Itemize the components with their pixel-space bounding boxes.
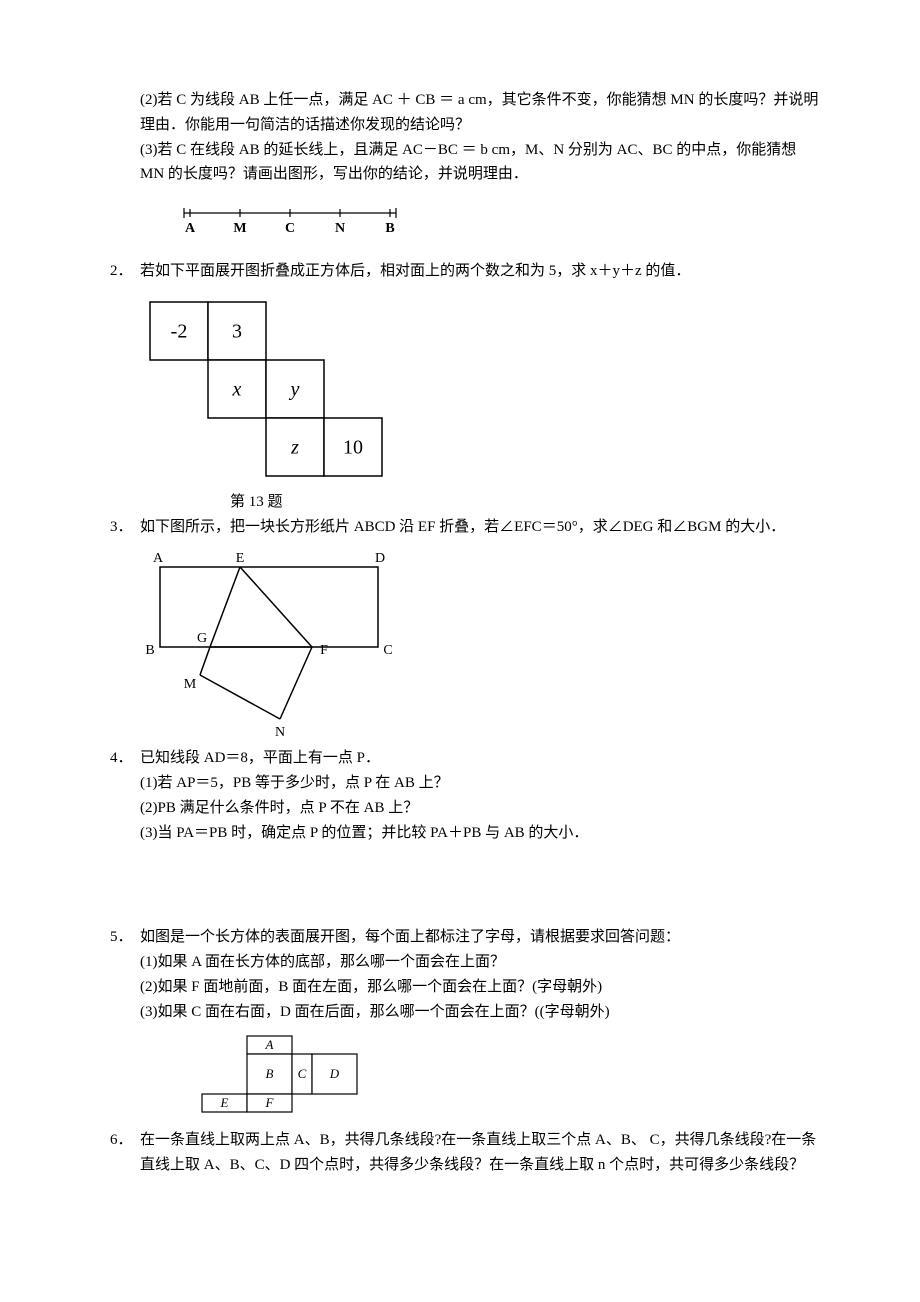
svg-text:B: B [385, 221, 394, 236]
fig5-cuboid-net: AB C D E F [200, 1034, 820, 1114]
svg-text:y: y [289, 378, 300, 400]
q4-sub3: (3)当 PA＝PB 时，确定点 P 的位置；并比较 PA＋PB 与 AB 的大… [140, 821, 820, 846]
svg-text:N: N [275, 725, 285, 740]
svg-text:B: B [145, 643, 154, 658]
svg-text:A: A [265, 1037, 274, 1052]
svg-text:C: C [285, 221, 295, 236]
q4-text: 已知线段 AD＝8，平面上有一点 P． [140, 746, 820, 771]
svg-text:E: E [220, 1095, 229, 1110]
svg-text:A: A [153, 551, 164, 566]
p1-sub2: (2)若 C 为线段 AB 上任一点，满足 AC ＋ CB ＝ a cm，其它条… [140, 88, 820, 138]
q4-sub1: (1)若 AP＝5，PB 等于多少时，点 P 在 AB 上？ [140, 771, 820, 796]
q5-text: 如图是一个长方体的表面展开图，每个面上都标注了字母，请根据要求回答问题： [140, 925, 820, 950]
svg-text:D: D [375, 551, 385, 566]
q5-num: 5． [110, 925, 140, 950]
q6-text: 在一条直线上取两上点 A、B，共得几条线段?在一条直线上取三个点 A、B、 C，… [140, 1128, 820, 1178]
svg-text:C: C [298, 1066, 307, 1081]
svg-text:D: D [329, 1066, 340, 1081]
svg-text:N: N [335, 221, 345, 236]
q3-text: 如下图所示，把一块长方形纸片 ABCD 沿 EF 折叠，若∠EFC＝50°，求∠… [140, 515, 820, 540]
q5: 5． 如图是一个长方体的表面展开图，每个面上都标注了字母，请根据要求回答问题： … [110, 925, 820, 1024]
q4-num: 4． [110, 746, 140, 771]
svg-text:-2: -2 [171, 320, 188, 342]
svg-text:M: M [233, 221, 246, 236]
svg-text:A: A [185, 221, 196, 236]
q2-num: 2． [110, 259, 140, 284]
fig1-line-diagram: AMCNB [180, 205, 820, 253]
fig2-caption: 第 13 题 [230, 490, 820, 515]
svg-text:G: G [197, 631, 207, 646]
fig3-fold-diagram: A E D B G F C M N [140, 547, 820, 742]
q5-sub3: (3)如果 C 面在右面，D 面在后面，那么哪一个面会在上面？((字母朝外) [140, 1000, 820, 1025]
svg-text:F: F [265, 1095, 275, 1110]
svg-text:x: x [232, 378, 242, 400]
svg-text:10: 10 [343, 436, 363, 458]
q4-sub2: (2)PB 满足什么条件时，点 P 不在 AB 上？ [140, 796, 820, 821]
q2: 2． 若如下平面展开图折叠成正方体后，相对面上的两个数之和为 5，求 x＋y＋z… [110, 259, 820, 284]
q5-sub2: (2)如果 F 面地前面，B 面在左面，那么哪一个面会在上面？(字母朝外) [140, 975, 820, 1000]
svg-text:3: 3 [232, 320, 242, 342]
svg-text:E: E [236, 551, 245, 566]
q6: 6． 在一条直线上取两上点 A、B，共得几条线段?在一条直线上取三个点 A、B、… [110, 1128, 820, 1178]
q6-num: 6． [110, 1128, 140, 1153]
svg-text:z: z [290, 436, 299, 458]
svg-text:F: F [320, 643, 328, 658]
q3: 3． 如下图所示，把一块长方形纸片 ABCD 沿 EF 折叠，若∠EFC＝50°… [110, 515, 820, 540]
q4: 4． 已知线段 AD＝8，平面上有一点 P． (1)若 AP＝5，PB 等于多少… [110, 746, 820, 845]
svg-text:C: C [383, 643, 392, 658]
q2-text: 若如下平面展开图折叠成正方体后，相对面上的两个数之和为 5，求 x＋y＋z 的值… [140, 259, 820, 284]
svg-text:M: M [184, 677, 197, 692]
q5-sub1: (1)如果 A 面在长方体的底部，那么哪一个面会在上面？ [140, 950, 820, 975]
svg-text:B: B [266, 1066, 274, 1081]
p1-sub3: (3)若 C 在线段 AB 的延长线上，且满足 AC－BC ＝ b cm，M、N… [140, 138, 820, 188]
fig2-cube-net: -2 3 x y z 10 [140, 292, 820, 486]
q3-num: 3． [110, 515, 140, 540]
